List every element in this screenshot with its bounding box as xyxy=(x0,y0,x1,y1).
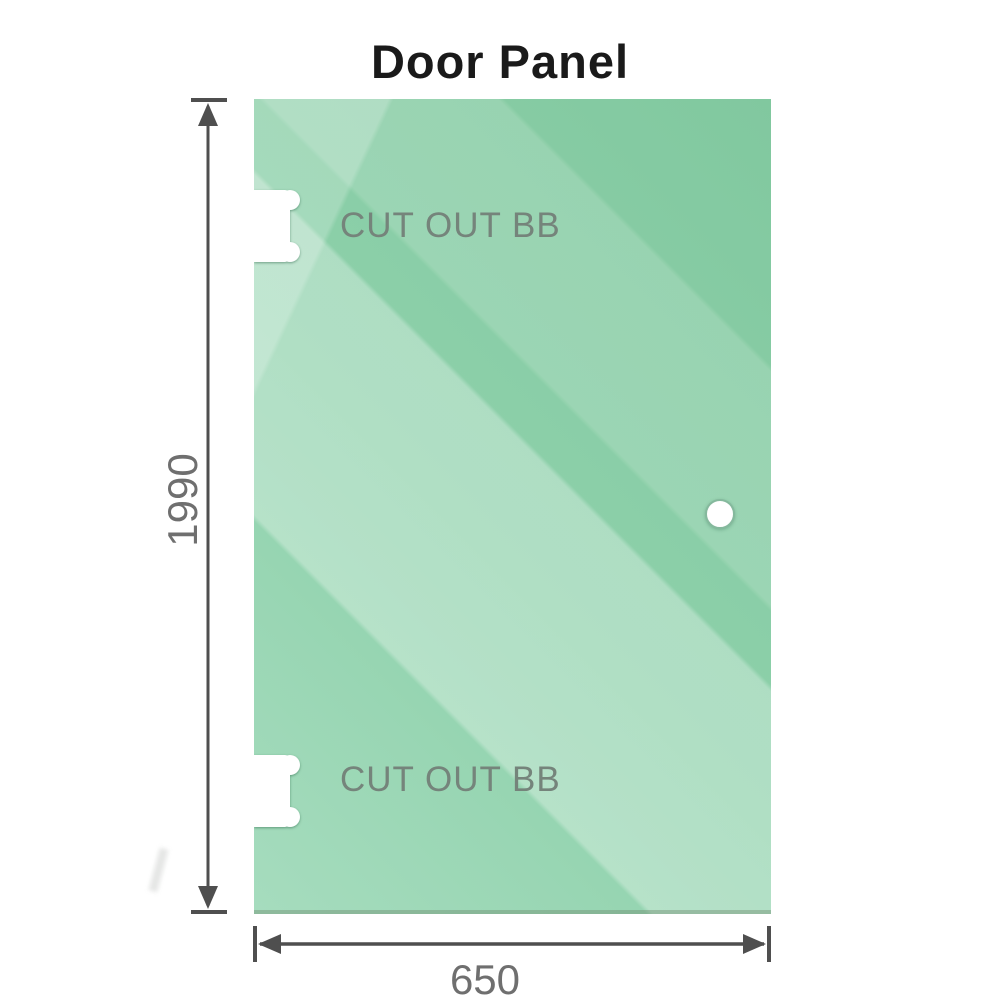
panel-bottom-edge xyxy=(254,910,771,914)
hinge-cutout-bottom xyxy=(254,752,304,830)
hinge-cutout-icon xyxy=(254,190,300,262)
faint-smudge-artifact xyxy=(148,847,169,893)
handle-hole-icon xyxy=(705,499,735,529)
glass-panel: CUT OUT BB CUT OUT BB xyxy=(254,99,771,914)
cutout-label-bottom: CUT OUT BB xyxy=(340,760,561,799)
cutout-label-top: CUT OUT BB xyxy=(340,206,561,245)
width-dimension-arrow-icon xyxy=(253,926,771,962)
hinge-cutout-top xyxy=(254,187,304,265)
height-dimension-label: 1990 xyxy=(159,453,206,547)
page-title: Door Panel xyxy=(370,35,630,88)
width-dimension-label: 650 xyxy=(449,956,521,1000)
height-dimension-arrow-icon xyxy=(191,98,227,914)
hinge-cutout-icon xyxy=(254,755,300,827)
